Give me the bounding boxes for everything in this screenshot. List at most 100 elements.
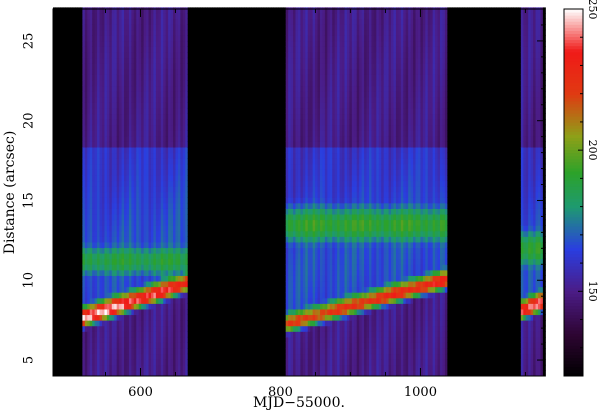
colorbar-cell bbox=[564, 116, 583, 120]
colorbar-cell bbox=[564, 333, 583, 337]
colorbar-cell bbox=[564, 88, 583, 93]
colorbar-cell bbox=[564, 250, 583, 255]
colorbar-cell bbox=[564, 60, 583, 65]
colorbar-cell bbox=[564, 122, 583, 126]
colorbar-cell bbox=[564, 39, 583, 44]
colorbar-cell bbox=[564, 100, 583, 105]
colorbar-cell bbox=[564, 204, 583, 209]
heatmap-image bbox=[53, 7, 546, 377]
colorbar-cell bbox=[564, 226, 583, 230]
colorbar-cell bbox=[564, 189, 583, 193]
colorbar-cell bbox=[564, 134, 583, 138]
colorbar-cell bbox=[564, 287, 583, 291]
colorbar-cell bbox=[564, 339, 583, 343]
colorbar-cell bbox=[564, 149, 583, 154]
colorbar-cell bbox=[564, 198, 583, 203]
y-tick-label: 20 bbox=[22, 112, 37, 129]
colorbar-cell bbox=[564, 299, 583, 304]
colorbar: 150 200 250 bbox=[563, 0, 598, 377]
colorbar-tick-label: 150 bbox=[586, 281, 598, 302]
colorbar-frame bbox=[563, 8, 584, 377]
colorbar-cell bbox=[564, 320, 583, 325]
colorbar-cell bbox=[564, 345, 583, 349]
colorbar-cell bbox=[564, 363, 583, 368]
y-axis: 5 10 15 20 25 bbox=[22, 24, 545, 364]
colorbar-cell bbox=[564, 79, 583, 83]
colorbar-cell bbox=[564, 21, 583, 25]
colorbar-cell bbox=[564, 308, 583, 313]
x-axis: 600 800 1000 bbox=[69, 9, 526, 400]
colorbar-cell bbox=[564, 24, 583, 28]
y-tick-label: 5 bbox=[22, 356, 37, 364]
colorbar-cell bbox=[564, 305, 583, 310]
colorbar-cell bbox=[564, 348, 583, 353]
colorbar-cell bbox=[564, 109, 583, 114]
colorbar-cell bbox=[564, 161, 583, 166]
colorbar-cell bbox=[564, 272, 583, 276]
colorbar-cell bbox=[564, 158, 583, 163]
colorbar-cell bbox=[564, 9, 583, 13]
colorbar-cell bbox=[564, 180, 583, 184]
colorbar-cell bbox=[564, 128, 583, 132]
colorbar-cell bbox=[564, 354, 583, 359]
colorbar-cell bbox=[564, 51, 583, 56]
colorbar-cell bbox=[564, 125, 583, 129]
colorbar-cell bbox=[564, 223, 583, 227]
colorbar-cell bbox=[564, 76, 583, 80]
colorbar-cell bbox=[564, 27, 583, 31]
colorbar-cell bbox=[564, 33, 583, 38]
colorbar-cell bbox=[564, 229, 583, 233]
colorbar-cell bbox=[564, 73, 583, 77]
colorbar-cell bbox=[564, 64, 583, 68]
colorbar-cell bbox=[564, 146, 583, 151]
colorbar-cell bbox=[564, 42, 583, 47]
colorbar-cell bbox=[564, 232, 583, 236]
colorbar-cell bbox=[564, 207, 583, 212]
colorbar-cell bbox=[564, 201, 583, 206]
colorbar-cell bbox=[564, 177, 583, 181]
colorbar-cell bbox=[564, 357, 583, 362]
colorbar-cell bbox=[564, 238, 583, 242]
plot-frame bbox=[52, 8, 546, 377]
colorbar-cell bbox=[564, 256, 583, 261]
colorbar-cell bbox=[564, 314, 583, 319]
colorbar-cell bbox=[564, 324, 583, 328]
colorbar-cell bbox=[564, 302, 583, 307]
colorbar-cell bbox=[564, 244, 583, 249]
colorbar-cell bbox=[564, 18, 583, 22]
colorbar-cell bbox=[564, 186, 583, 190]
colorbar-cell bbox=[564, 330, 583, 334]
y-tick-label: 15 bbox=[22, 192, 37, 209]
colorbar-cell bbox=[564, 235, 583, 239]
colorbar-cell bbox=[564, 152, 583, 157]
colorbar-cell bbox=[564, 296, 583, 301]
colorbar-cell bbox=[564, 155, 583, 160]
colorbar-cell bbox=[564, 67, 583, 71]
colorbar-cell bbox=[564, 97, 583, 102]
colorbar-cell bbox=[564, 360, 583, 365]
colorbar-cell bbox=[564, 351, 583, 356]
colorbar-cell bbox=[564, 336, 583, 340]
colorbar-cell bbox=[564, 131, 583, 135]
colorbar-tick-label: 250 bbox=[586, 0, 598, 20]
colorbar-cell bbox=[564, 137, 583, 142]
colorbar-cell bbox=[564, 171, 583, 175]
colorbar-cell bbox=[564, 103, 583, 108]
colorbar-cell bbox=[564, 275, 583, 279]
colorbar-cell bbox=[564, 112, 583, 117]
colorbar-cell bbox=[564, 290, 583, 294]
colorbar-cell bbox=[564, 253, 583, 258]
colorbar-cell bbox=[564, 45, 583, 50]
colorbar-cell bbox=[564, 54, 583, 59]
colorbar-cell bbox=[564, 30, 583, 34]
colorbar-cell bbox=[564, 366, 583, 371]
colorbar-cell bbox=[564, 91, 583, 96]
colorbar-cell bbox=[564, 119, 583, 123]
colorbar-cell bbox=[564, 140, 583, 145]
y-tick-label: 25 bbox=[22, 33, 37, 50]
colorbar-cell bbox=[564, 241, 583, 245]
colorbar-cell bbox=[564, 15, 583, 19]
colorbar-cell bbox=[564, 284, 583, 288]
colorbar-cell bbox=[564, 216, 583, 221]
x-tick-label: 1000 bbox=[404, 385, 437, 400]
